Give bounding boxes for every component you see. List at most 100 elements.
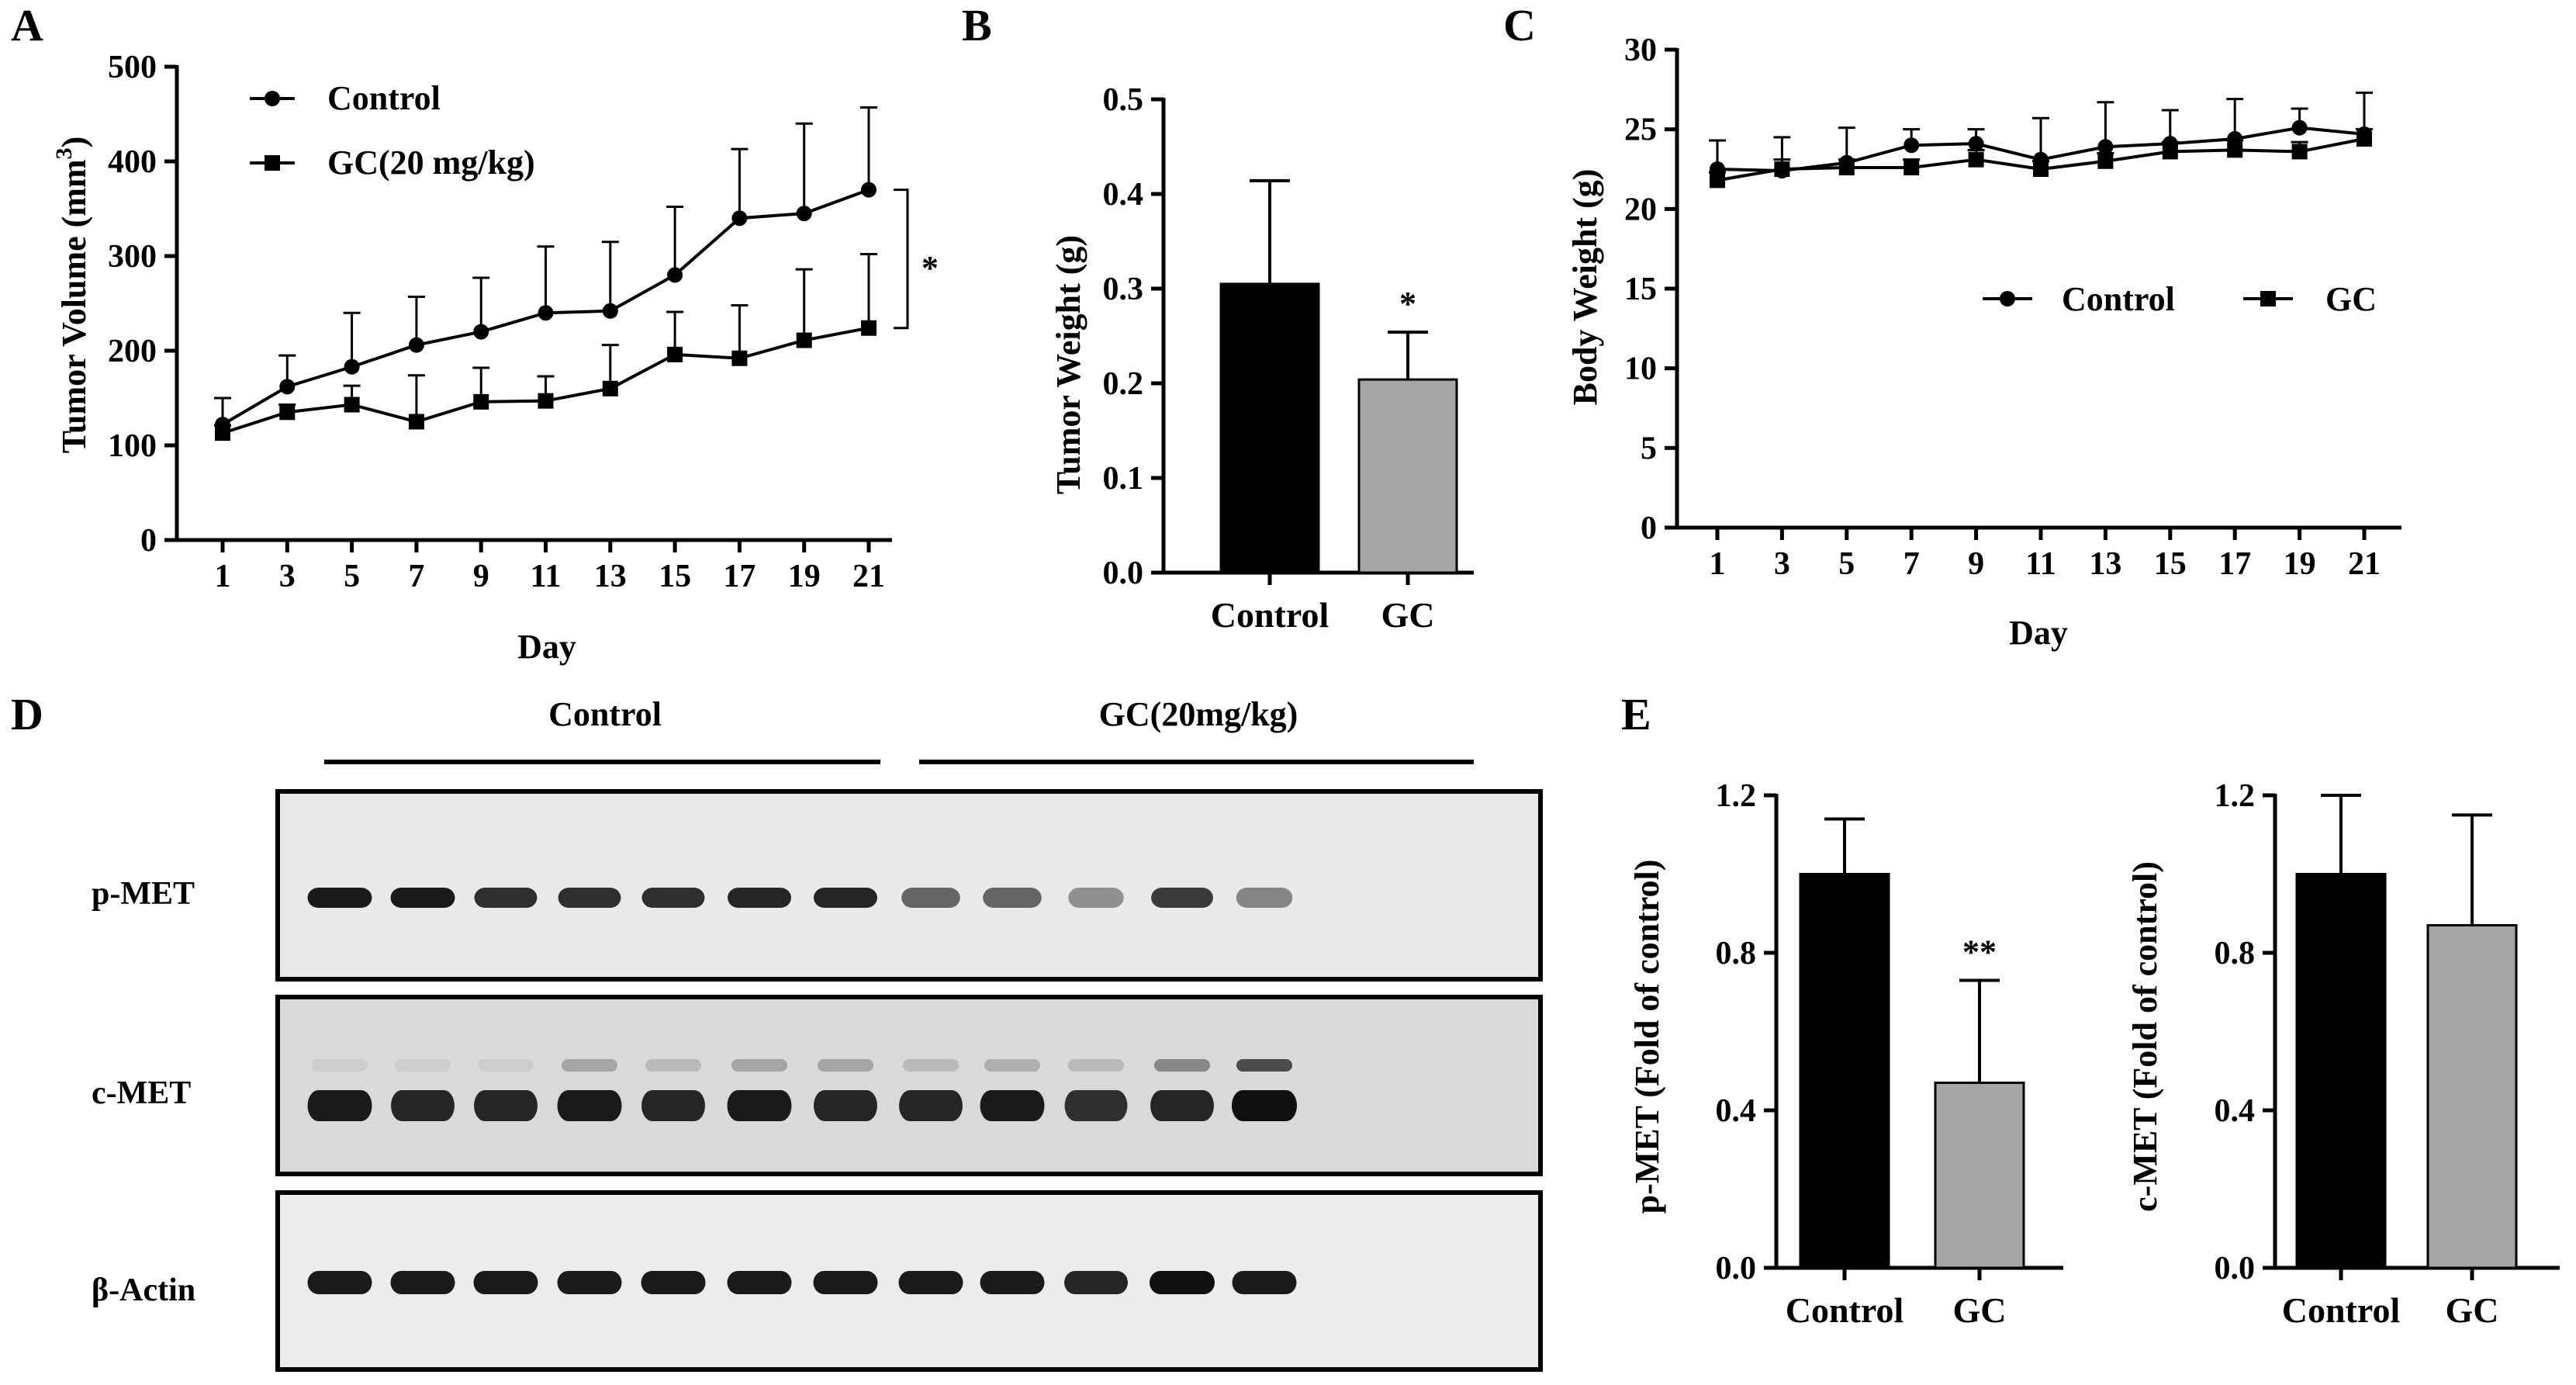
blot-band-pmet [1236,888,1293,908]
a-x-tick-label: 9 [473,559,489,594]
a-legend: Control GC(20 mg/kg) [250,79,535,182]
blot-band-cmet-upper [312,1059,368,1072]
a-legend-gc: GC(20 mg/kg) [327,144,535,182]
c-x-tick-label: 13 [2089,546,2121,582]
blot-band-pmet [1068,888,1124,908]
a-series-control-point [538,305,554,321]
b-gc-significance: * [1399,285,1416,323]
c-y-tick-label: 10 [1624,351,1657,387]
blot-band-cmet [641,1090,705,1121]
c-series-gc-point [1968,151,1984,168]
e2-control-category-label: Control [2282,1290,2401,1330]
c-x-axis-title: Day [2009,614,2068,652]
c-series-gc-point [2227,142,2243,158]
blot-row-label-pmet: p-MET [92,876,195,912]
e1-y-tick-label: 0.0 [1716,1251,1757,1286]
blot-band-pmet [901,888,960,908]
b-control-category-label: Control [1211,595,1329,635]
a-x-tick-label: 15 [659,559,691,594]
c-y-tick-label: 15 [1624,272,1657,307]
c-y-tick-label: 0 [1641,511,1657,546]
blot-band-cmet-upper [478,1059,534,1072]
blot-band-actin [557,1271,622,1294]
c-x-tick-label: 9 [1968,546,1984,582]
blot-band-cmet [557,1090,622,1121]
e2-y-tick-label: 0.8 [2215,936,2256,971]
e1-control-category-label: Control [1786,1290,1904,1330]
blot-band-pmet [814,888,877,908]
panel-letter-b: B [962,0,992,50]
blot-band-cmet-upper [1068,1059,1124,1072]
blot-band-actin [390,1271,455,1294]
a-x-tick-label: 11 [531,559,562,594]
blot-band-actin [473,1271,538,1294]
blot-band-cmet [307,1090,372,1121]
chart-tumor-weight: Tumor Weight (g) 0.0 0.1 0.2 0.3 0.4 0.5 Contr… [1049,82,1474,635]
e1-gc-category-label: GC [1953,1290,2007,1330]
blot-band-pmet [390,888,455,908]
b-y-tick-label: 0.5 [1103,82,1144,118]
b-y-tick-label: 0.2 [1103,366,1144,402]
a-legend-circle-marker [265,91,280,106]
a-series-control-point [667,267,683,283]
c-x-tick-label: 3 [1774,546,1790,582]
a-x-tick-label: 3 [279,559,296,594]
a-x-tick-label: 17 [723,559,756,594]
c-series-gc-point [2162,144,2178,160]
blot-band-cmet-upper [1236,1059,1292,1072]
blot-band-actin [641,1271,706,1294]
c-x-tick-label: 5 [1838,546,1855,582]
chart-cmet-fold: c-MET (Fold of control) 0.0 0.4 0.8 1.2 Cont… [2126,778,2560,1330]
blot-band-cmet [1150,1090,1214,1121]
a-series-control-point [861,182,877,198]
b-control-bar [1219,282,1320,574]
panel-letter-a: A [11,0,43,50]
b-gc-bar [1357,378,1458,574]
a-series-gc-point [731,350,748,366]
b-y-axis-title: Tumor Weight (g) [1049,235,1087,494]
c-series-gc-point [2097,153,2114,169]
c-series-control-point [1968,136,1984,152]
a-legend-square-marker [265,155,280,171]
c-legend: Control GC [1983,280,2377,318]
blot-band-pmet [474,888,538,908]
c-series-gc-point [2033,161,2049,177]
e1-y-tick-label: 1.2 [1716,778,1757,814]
c-series-gc-point [2356,130,2372,147]
c-series-control-point [2097,139,2114,155]
a-series-gc-point [796,332,812,348]
e2-y-tick-label: 0.0 [2215,1251,2256,1286]
a-series-gc-point [279,404,296,421]
c-series-gc-point [1710,172,1725,189]
blot-band-cmet-upper [395,1059,451,1072]
a-y-tick-label: 300 [108,239,157,275]
a-x-tick-label: 19 [788,559,821,594]
a-series-control-point [473,324,489,340]
a-y-axis-title: Tumor Volume (mm3) [51,137,93,454]
western-blot: Control GC(20mg/kg) p-MET c-MET β-Actin [92,695,1543,1372]
chart-pmet-fold: p-MET (Fold of control) 0.0 0.4 0.8 1.2 Cont… [1628,778,2063,1330]
c-series-gc-point [2291,144,2308,160]
c-y-tick-label: 20 [1624,192,1657,227]
c-x-tick-label: 7 [1903,546,1920,582]
c-legend-square-marker [2260,291,2276,306]
blot-band-pmet [983,888,1042,908]
a-x-tick-label: 5 [344,559,360,594]
blot-band-actin [307,1271,372,1294]
blot-band-cmet [814,1090,877,1121]
c-x-tick-label: 17 [2218,546,2251,582]
a-series-gc-point [344,396,360,413]
a-y-tick-label: 200 [108,334,157,369]
c-legend-control: Control [2062,280,2175,318]
c-series-control-point [2291,119,2308,136]
c-y-tick-label: 25 [1624,113,1657,148]
e1-y-tick-label: 0.4 [1716,1093,1757,1129]
a-series-control-point [344,358,360,375]
a-x-axis-title: Day [517,628,576,666]
a-series-control-point [796,206,812,222]
a-x-tick-label: 1 [215,559,231,594]
blot-row-label-cmet: c-MET [92,1075,191,1111]
blot-band-cmet-upper [818,1059,873,1072]
blot-band-pmet [558,888,621,908]
